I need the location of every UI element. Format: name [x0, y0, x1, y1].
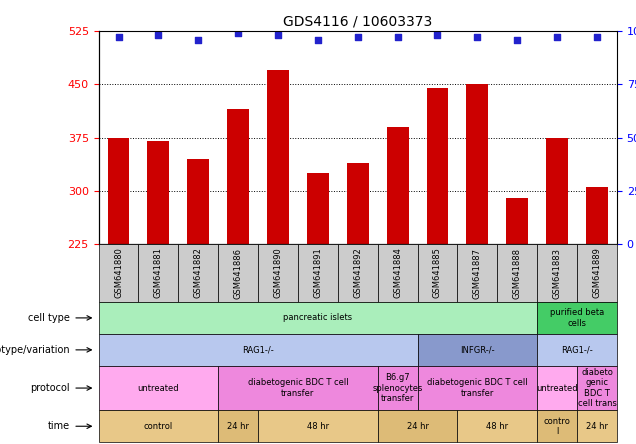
Text: GSM641888: GSM641888 [513, 248, 522, 298]
Text: GSM641881: GSM641881 [154, 248, 163, 298]
Text: diabetogenic BDC T cell
transfer: diabetogenic BDC T cell transfer [427, 378, 528, 398]
Text: GSM641892: GSM641892 [353, 248, 363, 298]
Point [432, 32, 443, 39]
Text: GSM641880: GSM641880 [114, 248, 123, 298]
Point [153, 32, 163, 39]
Text: GSM641883: GSM641883 [553, 248, 562, 298]
Bar [148, 141, 169, 244]
Text: control: control [144, 422, 173, 431]
Text: contro
l: contro l [544, 416, 570, 436]
Text: GSM641889: GSM641889 [593, 248, 602, 298]
Point [313, 36, 323, 43]
Point [392, 34, 403, 41]
Point [113, 34, 123, 41]
Text: cell type: cell type [28, 313, 70, 323]
Text: purified beta
cells: purified beta cells [550, 308, 604, 328]
Text: GSM641887: GSM641887 [473, 248, 482, 298]
Text: GSM641882: GSM641882 [194, 248, 203, 298]
Text: GSM641884: GSM641884 [393, 248, 402, 298]
Text: untreated: untreated [137, 384, 179, 392]
Text: diabetogenic BDC T cell
transfer: diabetogenic BDC T cell transfer [247, 378, 349, 398]
Text: untreated: untreated [536, 384, 578, 392]
Bar [546, 138, 568, 244]
Bar [307, 173, 329, 244]
Point [352, 34, 363, 41]
Text: GSM641886: GSM641886 [233, 248, 242, 298]
Text: genotype/variation: genotype/variation [0, 345, 70, 355]
Bar [387, 127, 408, 244]
Bar [267, 70, 289, 244]
Text: diabeto
genic
BDC T
cell trans: diabeto genic BDC T cell trans [577, 368, 616, 408]
Text: 24 hr: 24 hr [586, 422, 608, 431]
Point [273, 32, 283, 39]
Bar [347, 163, 369, 244]
Point [592, 34, 602, 41]
Bar [227, 109, 249, 244]
Text: B6.g7
splenocytes
transfer: B6.g7 splenocytes transfer [373, 373, 423, 403]
Bar [506, 198, 529, 244]
Text: 48 hr: 48 hr [487, 422, 508, 431]
Point [552, 34, 562, 41]
Text: RAG1-/-: RAG1-/- [561, 345, 593, 354]
Point [512, 36, 522, 43]
Text: GSM641885: GSM641885 [433, 248, 442, 298]
Text: GSM641890: GSM641890 [273, 248, 282, 298]
Text: pancreatic islets: pancreatic islets [283, 313, 352, 322]
Point [473, 34, 483, 41]
Text: protocol: protocol [31, 383, 70, 393]
Text: time: time [48, 421, 70, 431]
Point [233, 30, 243, 37]
Text: GSM641891: GSM641891 [314, 248, 322, 298]
Text: INFGR-/-: INFGR-/- [460, 345, 495, 354]
Bar [107, 138, 130, 244]
Bar [427, 88, 448, 244]
Bar [466, 84, 488, 244]
Bar [586, 187, 608, 244]
Text: 24 hr: 24 hr [227, 422, 249, 431]
Text: 48 hr: 48 hr [307, 422, 329, 431]
Text: RAG1-/-: RAG1-/- [242, 345, 274, 354]
Bar [187, 159, 209, 244]
Point [193, 36, 204, 43]
Title: GDS4116 / 10603373: GDS4116 / 10603373 [283, 15, 432, 28]
Text: 24 hr: 24 hr [406, 422, 429, 431]
